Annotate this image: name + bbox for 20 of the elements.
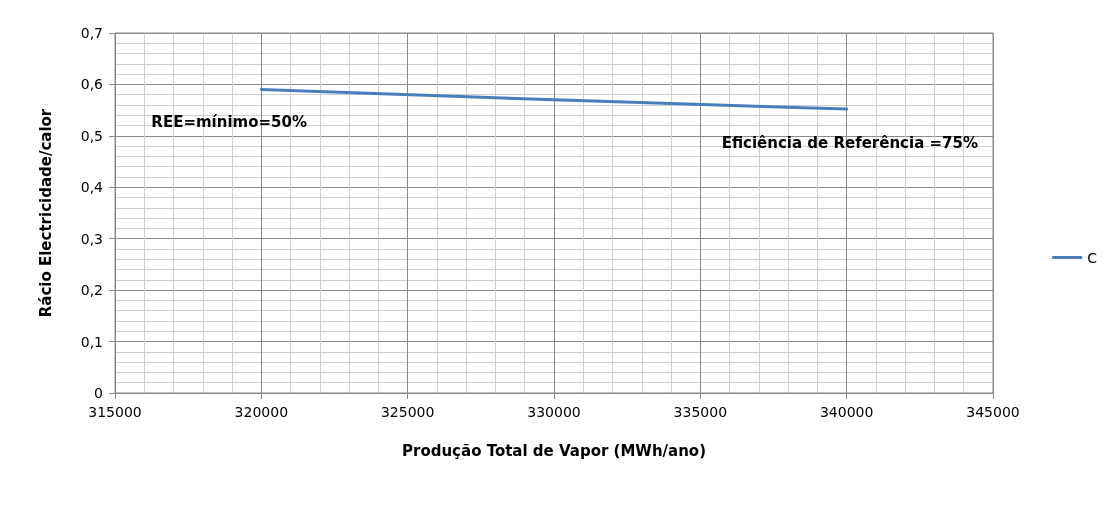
annotation: REE=mínimo=50% bbox=[151, 112, 307, 131]
y-tick-label: 0,4 bbox=[80, 179, 104, 196]
y-tick-label: 0,7 bbox=[80, 25, 103, 41]
y-tick-label: 0,3 bbox=[80, 230, 103, 247]
y-tick-label: 0,1 bbox=[80, 333, 103, 350]
y-axis-title: Rácio Electricidade/calor bbox=[36, 108, 55, 318]
x-tick-label: 315000 bbox=[88, 404, 142, 420]
x-tick-label: 320000 bbox=[234, 404, 289, 420]
x-axis-title: Produção Total de Vapor (MWh/ano) bbox=[401, 441, 707, 460]
y-tick-label: 0,2 bbox=[80, 282, 103, 299]
legend-label: C bbox=[1087, 249, 1098, 266]
x-tick-label: 340000 bbox=[819, 404, 874, 420]
x-tick-label: 330000 bbox=[527, 404, 581, 420]
x-tick-label: 325000 bbox=[380, 404, 435, 420]
annotation: Eficiência de Referência =75% bbox=[721, 134, 978, 153]
y-tick-label: 0 bbox=[94, 385, 103, 401]
x-tick-label: 345000 bbox=[966, 404, 1020, 420]
y-tick-label: 0,6 bbox=[80, 76, 104, 93]
x-tick-label: 335000 bbox=[673, 404, 728, 420]
y-tick-label: 0,5 bbox=[80, 127, 103, 144]
